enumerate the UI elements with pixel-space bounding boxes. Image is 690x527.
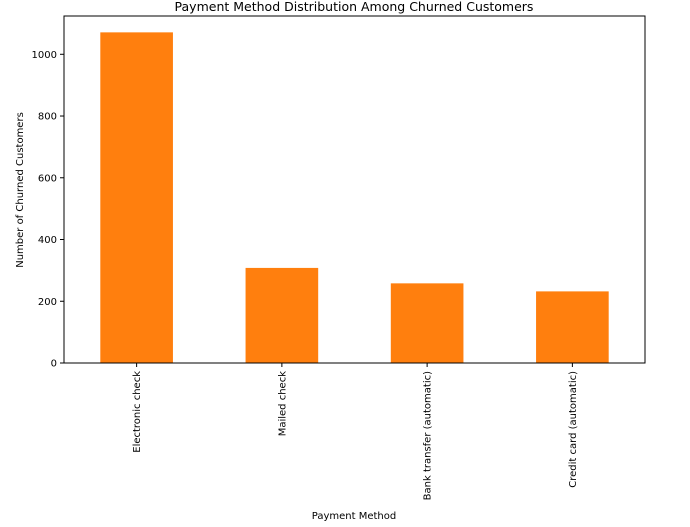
- y-tick-label-0: 0: [51, 359, 57, 370]
- chart-title: Payment Method Distribution Among Churne…: [175, 0, 534, 14]
- y-axis-ticks: 0 200 400 600 800 1000: [32, 50, 64, 370]
- y-tick-label-4: 800: [38, 112, 57, 123]
- y-tick-label-1: 200: [38, 297, 57, 308]
- plot-area-frame: [63, 15, 646, 364]
- bar-3: [536, 291, 609, 363]
- bar-2: [390, 283, 464, 363]
- x-tick-label-1: Mailed check: [277, 371, 288, 436]
- x-tick-label-3: Credit card (automatic): [568, 371, 579, 488]
- bar-0: [100, 32, 173, 364]
- bars-group: [100, 32, 609, 364]
- y-tick-label-5: 1000: [32, 50, 57, 61]
- y-axis-label: Number of Churned Customers: [15, 112, 26, 268]
- x-axis-ticks: Electronic check Mailed check Bank transfe…: [132, 363, 579, 500]
- y-tick-label-2: 400: [38, 235, 57, 246]
- x-tick-label-0: Electronic check: [132, 371, 143, 453]
- x-axis-label: Payment Method: [312, 511, 396, 522]
- x-tick-label-2: Bank transfer (automatic): [423, 371, 434, 500]
- bar-1: [245, 267, 319, 363]
- y-tick-label-3: 600: [38, 173, 57, 184]
